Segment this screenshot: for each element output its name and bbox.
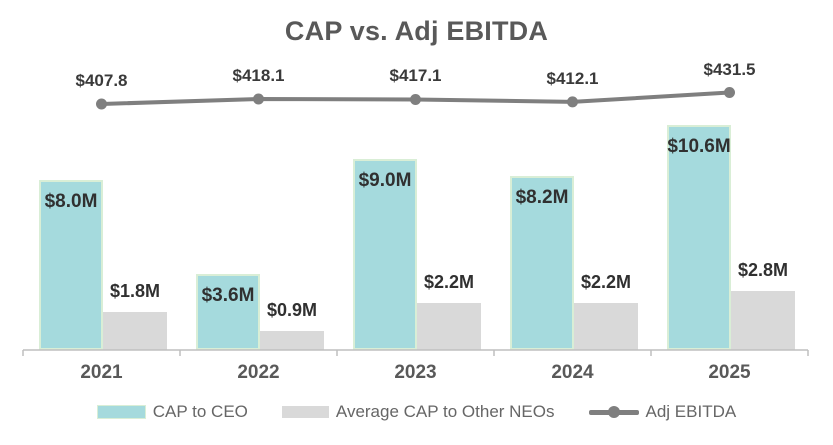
bar-label-cap-to-ceo-2024: $8.2M bbox=[515, 186, 569, 208]
adj-ebitda-point-2023 bbox=[410, 93, 421, 105]
bar-label-cap-to-ceo-2023: $9.0M bbox=[358, 169, 412, 191]
legend-label-cap-to-ceo: CAP to CEO bbox=[152, 402, 248, 421]
bar-cap-to-ceo-2023 bbox=[353, 158, 417, 350]
bar-avg-cap-other-neos-2023 bbox=[417, 303, 481, 350]
bar-avg-cap-other-neos-2025 bbox=[731, 290, 795, 350]
bar-avg-cap-other-neos-2024 bbox=[574, 303, 638, 350]
bar-cap-to-ceo-2021 bbox=[39, 180, 103, 350]
x-axis-label-2024: 2024 bbox=[551, 362, 594, 383]
avg-cap-other-neos-swatch-icon bbox=[281, 406, 329, 418]
cap-to-ceo-swatch-icon bbox=[96, 405, 146, 419]
bar-avg-cap-other-neos-2021 bbox=[103, 311, 167, 350]
adj-ebitda-point-2021 bbox=[96, 98, 107, 110]
legend-label-adj-ebitda: Adj EBITDA bbox=[645, 402, 737, 421]
x-axis-label-2022: 2022 bbox=[237, 362, 280, 383]
line-label-adj-ebitda-2024: $412.1 bbox=[546, 68, 599, 88]
bar-cap-to-ceo-2025 bbox=[667, 124, 731, 350]
bar-cap-to-ceo-2024 bbox=[510, 175, 574, 350]
legend-item-cap-to-ceo: CAP to CEO bbox=[96, 402, 248, 422]
line-label-adj-ebitda-2025: $431.5 bbox=[703, 59, 756, 79]
line-label-adj-ebitda-2021: $407.8 bbox=[75, 71, 128, 90]
bar-label-avg-cap-other-neos-2022: $0.9M bbox=[266, 299, 318, 320]
bar-label-cap-to-ceo-2022: $3.6M bbox=[201, 284, 255, 306]
x-axis-label-2021: 2021 bbox=[80, 362, 123, 383]
bar-label-avg-cap-other-neos-2024: $2.2M bbox=[580, 272, 632, 293]
adj-ebitda-point-2024 bbox=[567, 96, 578, 108]
x-axis-label-2025: 2025 bbox=[708, 362, 751, 383]
bar-cap-to-ceo-2022 bbox=[196, 273, 260, 350]
bar-label-avg-cap-other-neos-2025: $2.8M bbox=[737, 259, 789, 280]
bar-avg-cap-other-neos-2022 bbox=[260, 330, 324, 350]
bar-label-avg-cap-other-neos-2021: $1.8M bbox=[109, 280, 161, 301]
adj-ebitda-point-2025 bbox=[724, 87, 735, 98]
legend-item-adj-ebitda: Adj EBITDA bbox=[588, 402, 737, 422]
legend-item-avg-cap-other-neos: Average CAP to Other NEOs bbox=[281, 402, 555, 422]
legend-label-avg-cap-other-neos: Average CAP to Other NEOs bbox=[335, 402, 555, 421]
adj-ebitda-point-2022 bbox=[253, 93, 264, 105]
chart-canvas bbox=[22, 87, 809, 356]
bar-label-avg-cap-other-neos-2023: $2.2M bbox=[423, 272, 475, 293]
adj-ebitda-line-marker-icon bbox=[588, 406, 639, 418]
line-label-adj-ebitda-2022: $418.1 bbox=[232, 66, 285, 85]
bar-label-cap-to-ceo-2025: $10.6M bbox=[667, 135, 731, 157]
bar-label-cap-to-ceo-2021: $8.0M bbox=[44, 191, 98, 212]
chart-title: CAP vs. Adj EBITDA bbox=[284, 16, 549, 46]
line-label-adj-ebitda-2023: $417.1 bbox=[389, 66, 442, 86]
legend: CAP to CEO Average CAP to Other NEOs Adj… bbox=[0, 398, 833, 426]
x-axis-label-2023: 2023 bbox=[394, 362, 437, 383]
